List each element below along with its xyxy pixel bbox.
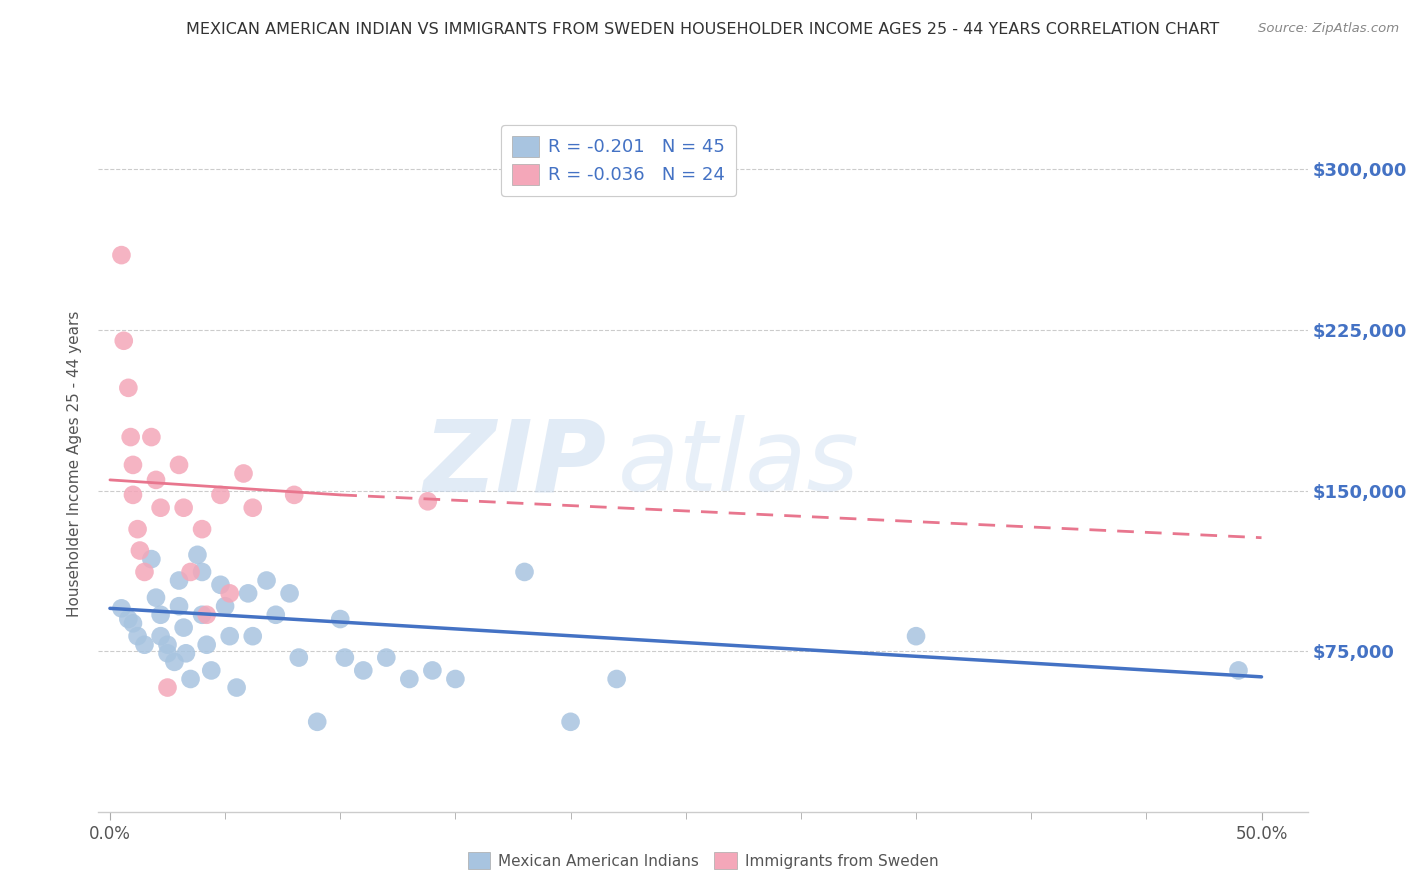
Text: ZIP: ZIP	[423, 416, 606, 512]
Point	[560, 714, 582, 729]
Point	[422, 664, 444, 678]
Point	[180, 565, 202, 579]
Point	[264, 607, 287, 622]
Point	[513, 565, 536, 579]
Legend: Mexican American Indians, Immigrants from Sweden: Mexican American Indians, Immigrants fro…	[461, 846, 945, 875]
Point	[174, 646, 197, 660]
Point	[283, 488, 305, 502]
Point	[149, 500, 172, 515]
Point	[1227, 664, 1250, 678]
Point	[236, 586, 259, 600]
Point	[242, 500, 264, 515]
Point	[122, 616, 145, 631]
Point	[333, 650, 356, 665]
Point	[195, 607, 218, 622]
Point	[329, 612, 352, 626]
Point	[180, 672, 202, 686]
Point	[173, 621, 195, 635]
Point	[218, 629, 240, 643]
Point	[278, 586, 301, 600]
Point	[117, 612, 139, 626]
Point	[288, 650, 311, 665]
Point	[352, 664, 374, 678]
Point	[173, 500, 195, 515]
Point	[156, 681, 179, 695]
Point	[128, 543, 150, 558]
Point	[191, 607, 214, 622]
Y-axis label: Householder Income Ages 25 - 44 years: Householder Income Ages 25 - 44 years	[67, 310, 83, 617]
Point	[145, 473, 167, 487]
Point	[307, 714, 329, 729]
Point	[156, 646, 179, 660]
Point	[191, 565, 214, 579]
Point	[122, 458, 145, 472]
Point	[122, 488, 145, 502]
Point	[149, 607, 172, 622]
Point	[167, 599, 190, 614]
Point	[398, 672, 420, 686]
Point	[149, 629, 172, 643]
Point	[134, 565, 156, 579]
Point	[127, 522, 149, 536]
Point	[163, 655, 186, 669]
Point	[242, 629, 264, 643]
Point	[191, 522, 214, 536]
Point	[209, 488, 232, 502]
Point	[444, 672, 467, 686]
Point	[200, 664, 222, 678]
Text: MEXICAN AMERICAN INDIAN VS IMMIGRANTS FROM SWEDEN HOUSEHOLDER INCOME AGES 25 - 4: MEXICAN AMERICAN INDIAN VS IMMIGRANTS FR…	[187, 22, 1219, 37]
Point	[120, 430, 142, 444]
Point	[232, 467, 254, 481]
Point	[167, 574, 190, 588]
Point	[218, 586, 240, 600]
Text: atlas: atlas	[619, 416, 860, 512]
Point	[209, 578, 232, 592]
Point	[134, 638, 156, 652]
Point	[375, 650, 398, 665]
Point	[186, 548, 208, 562]
Point	[117, 381, 139, 395]
Point	[127, 629, 149, 643]
Legend: R = -0.201   N = 45, R = -0.036   N = 24: R = -0.201 N = 45, R = -0.036 N = 24	[501, 125, 735, 195]
Point	[112, 334, 135, 348]
Point	[141, 430, 163, 444]
Point	[606, 672, 628, 686]
Point	[214, 599, 236, 614]
Point	[110, 601, 132, 615]
Text: Source: ZipAtlas.com: Source: ZipAtlas.com	[1258, 22, 1399, 36]
Point	[905, 629, 928, 643]
Point	[416, 494, 439, 508]
Point	[110, 248, 132, 262]
Point	[145, 591, 167, 605]
Point	[256, 574, 278, 588]
Point	[195, 638, 218, 652]
Point	[225, 681, 247, 695]
Point	[141, 552, 163, 566]
Point	[156, 638, 179, 652]
Point	[167, 458, 190, 472]
